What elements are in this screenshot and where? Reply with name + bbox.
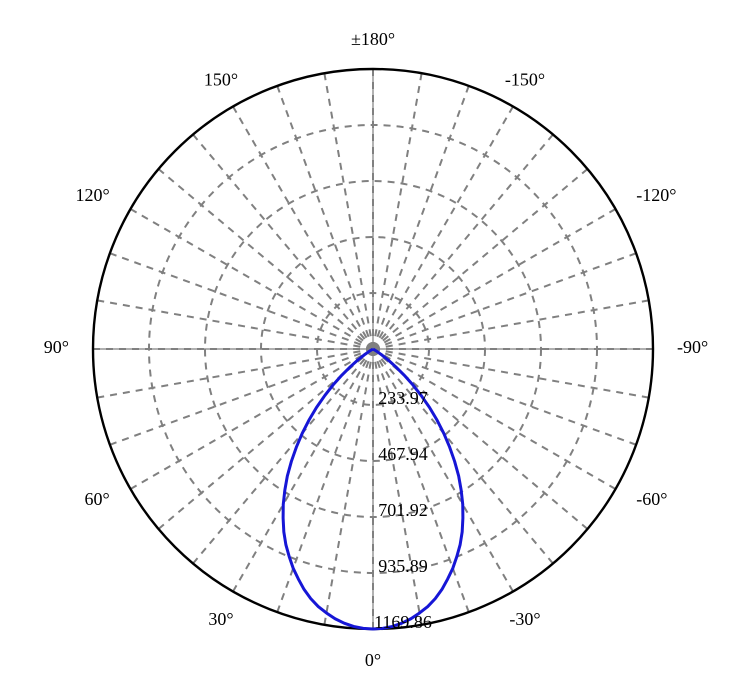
angle-label: -90° bbox=[677, 337, 708, 357]
radial-tick-label: 467.94 bbox=[378, 444, 428, 464]
angle-label: 30° bbox=[208, 609, 233, 629]
angle-label: 0° bbox=[365, 650, 381, 670]
radial-tick-label: 1169.86 bbox=[374, 612, 432, 632]
angle-label: -60° bbox=[636, 489, 667, 509]
radial-tick-label: 701.92 bbox=[378, 500, 428, 520]
angle-label: -120° bbox=[636, 185, 676, 205]
angle-label: -30° bbox=[509, 609, 540, 629]
angle-label: 90° bbox=[44, 337, 69, 357]
radial-tick-label: 233.97 bbox=[378, 388, 428, 408]
polar-chart: 233.97 467.94 701.92 935.89 1169.86 0° 30° 60° 9… bbox=[0, 0, 746, 698]
angle-label: 60° bbox=[85, 489, 110, 509]
angle-label: 120° bbox=[76, 185, 110, 205]
angle-label: ±180° bbox=[351, 29, 395, 49]
radial-tick-label: 935.89 bbox=[378, 556, 428, 576]
angle-label: -150° bbox=[505, 70, 545, 90]
angle-label: 150° bbox=[204, 70, 238, 90]
